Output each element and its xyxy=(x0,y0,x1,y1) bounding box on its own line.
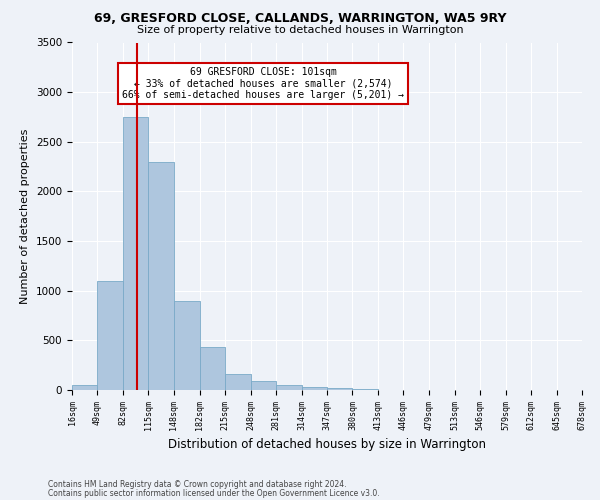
Y-axis label: Number of detached properties: Number of detached properties xyxy=(20,128,31,304)
Bar xyxy=(123,117,148,390)
Bar xyxy=(327,388,352,390)
Text: 69, GRESFORD CLOSE, CALLANDS, WARRINGTON, WA5 9RY: 69, GRESFORD CLOSE, CALLANDS, WARRINGTON… xyxy=(94,12,506,26)
Text: 69 GRESFORD CLOSE: 101sqm
← 33% of detached houses are smaller (2,574)
66% of se: 69 GRESFORD CLOSE: 101sqm ← 33% of detac… xyxy=(122,67,404,100)
Bar xyxy=(148,162,173,390)
Bar xyxy=(276,384,302,390)
Bar xyxy=(97,281,123,390)
Text: Contains public sector information licensed under the Open Government Licence v3: Contains public sector information licen… xyxy=(48,488,380,498)
Bar xyxy=(302,386,327,390)
Bar xyxy=(200,348,226,390)
Bar xyxy=(352,389,378,390)
Text: Size of property relative to detached houses in Warrington: Size of property relative to detached ho… xyxy=(137,25,463,35)
Bar xyxy=(72,385,97,390)
Bar xyxy=(251,381,276,390)
Bar xyxy=(173,300,200,390)
Text: Contains HM Land Registry data © Crown copyright and database right 2024.: Contains HM Land Registry data © Crown c… xyxy=(48,480,347,489)
X-axis label: Distribution of detached houses by size in Warrington: Distribution of detached houses by size … xyxy=(168,438,486,451)
Bar xyxy=(226,374,251,390)
